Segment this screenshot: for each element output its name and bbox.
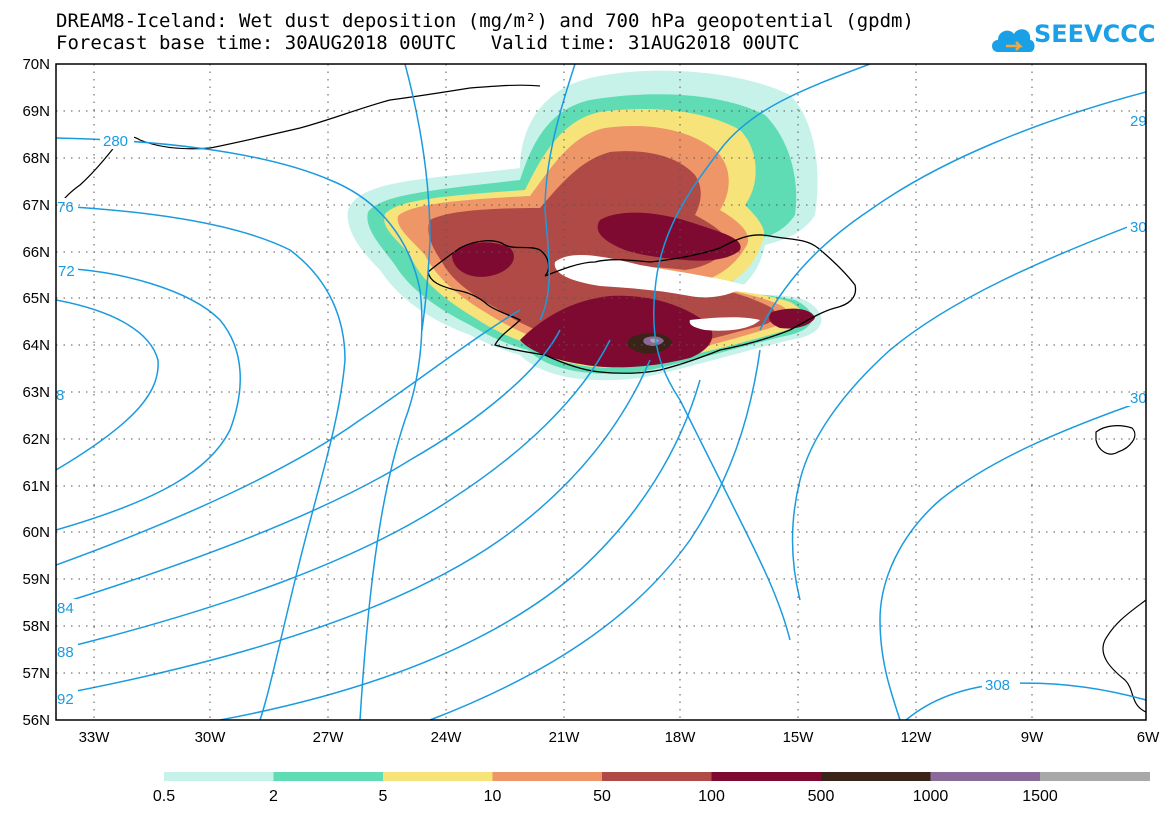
contour-label: 30 <box>1130 390 1147 407</box>
deposition-band-100-north <box>597 212 741 261</box>
lat-label: 59N <box>22 571 50 588</box>
lat-label: 62N <box>22 431 50 448</box>
deposition-band-1500 <box>650 338 659 343</box>
contour-line <box>56 329 561 606</box>
contour-line <box>905 682 1146 720</box>
lat-label: 61N <box>22 478 50 495</box>
colorbar-label: 1000 <box>913 788 949 805</box>
graticule <box>56 64 1146 720</box>
contour-line <box>791 219 1146 601</box>
colorbar-swatch <box>273 772 384 781</box>
contour-line <box>56 299 159 471</box>
contour-line <box>879 399 1146 720</box>
contour-line <box>539 64 576 321</box>
logo-text: SEEVCCC <box>1034 20 1156 48</box>
contour-line <box>56 359 651 696</box>
contour-line <box>56 309 521 566</box>
contour-line <box>429 349 761 720</box>
colorbar-label: 500 <box>808 788 835 805</box>
colorbar-label: 1500 <box>1022 788 1058 805</box>
lon-label: 12W <box>901 729 933 746</box>
contour-label: 29 <box>1130 113 1147 130</box>
lon-label: 6W <box>1137 729 1160 746</box>
contour-label: 280 <box>103 133 128 150</box>
colorbar-label: 100 <box>698 788 725 805</box>
map-subtitle: Forecast base time: 30AUG2018 00UTC Vali… <box>56 32 800 54</box>
lat-label: 56N <box>22 712 50 729</box>
lon-label: 15W <box>783 729 815 746</box>
cloud-icon <box>992 29 1035 52</box>
contour-line <box>56 267 241 531</box>
colorbar: 0.5 2 5 10 50 100 500 1000 1500 <box>153 772 1150 805</box>
lat-label: 69N <box>22 103 50 120</box>
map-frame <box>55 63 1147 721</box>
lon-label: 18W <box>665 729 697 746</box>
greenland-coastline <box>56 84 541 211</box>
colorbar-swatch <box>821 772 931 781</box>
contour-line <box>56 205 346 720</box>
contour-label: 72 <box>58 263 75 280</box>
forecast-base-time: Forecast base time: 30AUG2018 00UTC <box>56 32 457 54</box>
contour-label: 92 <box>57 691 74 708</box>
valid-time: Valid time: 31AUG2018 00UTC <box>490 32 800 54</box>
deposition-band-50 <box>428 151 776 355</box>
latitude-labels: 70N 69N 68N 67N 66N 65N 64N 63N 62N 61N … <box>22 56 50 729</box>
contour-label: 308 <box>985 677 1010 694</box>
contour-line <box>219 379 701 720</box>
longitude-labels: 33W 30W 27W 24W 21W 18W 15W 12W 9W 6W <box>79 729 1161 746</box>
colorbar-swatch <box>383 772 493 781</box>
colorbar-label: 50 <box>593 788 611 805</box>
lat-label: 64N <box>22 337 50 354</box>
lat-label: 60N <box>22 524 50 541</box>
lat-label: 65N <box>22 290 50 307</box>
lon-label: 33W <box>79 729 111 746</box>
colorbar-swatch <box>492 772 603 781</box>
map-title: DREAM8-Iceland: Wet dust deposition (mg/… <box>56 10 914 32</box>
colorbar-swatch <box>930 772 1041 781</box>
iceland-coastline <box>427 234 857 374</box>
lat-label: 67N <box>22 197 50 214</box>
lon-label: 30W <box>195 729 227 746</box>
lon-label: 9W <box>1021 729 1044 746</box>
contour-line <box>652 64 871 641</box>
colorbar-swatch <box>1040 772 1150 781</box>
lat-label: 58N <box>22 618 50 635</box>
contour-line <box>404 64 431 331</box>
contour-line <box>759 91 1146 331</box>
colorbar-label: 0.5 <box>153 788 175 805</box>
lat-label: 68N <box>22 150 50 167</box>
deposition-band-100-west <box>452 242 514 277</box>
colorbar-label: 10 <box>484 788 502 805</box>
lon-label: 21W <box>549 729 581 746</box>
colorbar-label: 5 <box>379 788 388 805</box>
colorbar-swatch <box>164 772 274 781</box>
map-area: 280 76 72 8 84 88 92 29 30 30 308 <box>56 64 1147 720</box>
contour-label: 88 <box>57 644 74 661</box>
lat-label: 57N <box>22 665 50 682</box>
lat-label: 70N <box>22 56 50 73</box>
lon-label: 27W <box>313 729 345 746</box>
lat-label: 63N <box>22 384 50 401</box>
deposition-band-100-east <box>769 308 815 329</box>
contour-line <box>56 339 611 651</box>
dust-deposition-field <box>347 70 822 381</box>
lat-label: 66N <box>22 244 50 261</box>
lon-label: 24W <box>431 729 463 746</box>
contour-line <box>56 137 423 720</box>
contour-label: 84 <box>57 600 74 617</box>
colorbar-swatch <box>602 772 712 781</box>
colorbar-label: 2 <box>269 788 278 805</box>
colorbar-swatch <box>711 772 822 781</box>
contour-label: 30 <box>1130 219 1147 236</box>
faroe-coastline <box>1095 425 1136 455</box>
contour-label: 76 <box>57 199 74 216</box>
geopotential-contours <box>56 64 1146 720</box>
contour-labels: 280 76 72 8 84 88 92 29 30 30 308 <box>56 112 1147 708</box>
contour-label: 8 <box>56 387 64 404</box>
